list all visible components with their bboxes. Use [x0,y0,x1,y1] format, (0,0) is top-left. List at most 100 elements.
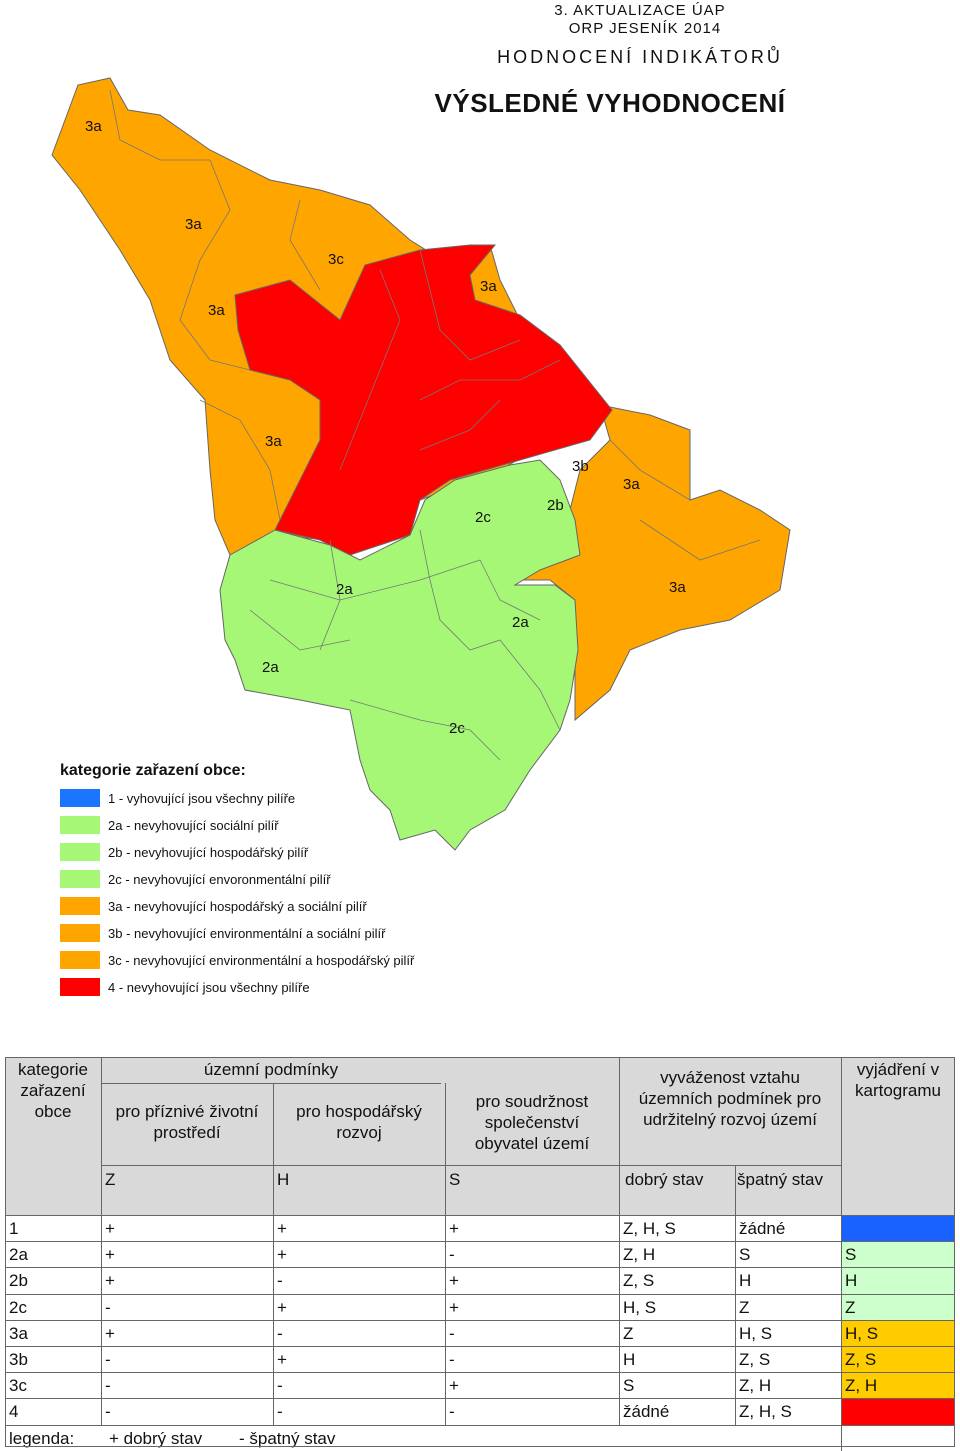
legend-swatch [60,951,100,969]
table-row-spatny: S [739,1245,751,1265]
legend-swatch [60,870,100,888]
map-label-2a-1: 2a [336,581,353,598]
region-map: 3a 3a 3c 3a 3a 3a 3a 3b 2c 2b 3a 2a 2a 2… [51,77,791,851]
municipal-boundaries [109,89,761,761]
table-row-z: - [105,1402,111,1422]
table-row-kategorie: 2c [9,1297,27,1317]
table-row-dobry: H [623,1350,636,1369]
table-row-h: + [277,1297,287,1317]
table-gridline [841,1057,842,1451]
header-line-2: ORP JESENÍK 2014 [568,20,722,37]
table-row-vyjadreni: S [841,1241,955,1268]
header-hospodarsky: pro hospodářský rozvoj [296,1102,422,1142]
table-row-kategorie: 2b [9,1271,28,1291]
table-row-s: + [449,1297,459,1317]
table-row-spatny: H [739,1271,752,1291]
legend-swatch [60,789,100,807]
table-gridline [5,1398,955,1400]
legend-item: 3c - nevyhovující environmentální a hosp… [60,949,414,971]
table-legenda-bad: - špatný stav [239,1428,336,1448]
table-gridline [101,1057,102,1425]
header-soudrznost: pro soudržnost společenství obyvatel úze… [474,1092,590,1153]
table-row-dobry: Z, H, S [623,1219,676,1238]
map-label-2c-1: 2c [475,509,491,526]
legend-item: 1 - vyhovující jsou všechny pilíře [60,787,295,809]
table-row-z: - [105,1297,111,1317]
table-row-spatny: Z [739,1297,750,1317]
table-row-spatny: Z, S [739,1350,771,1369]
subheader-spatny: špatný stav [737,1170,823,1189]
legend-swatch [60,978,100,996]
legend-label: 1 - vyhovující jsou všechny pilíře [108,790,296,806]
map-label-3a-2: 3a [185,216,202,233]
table-row-kategorie: 4 [9,1402,19,1422]
legend-label: 2b - nevyhovující hospodářský pilíř [108,844,309,860]
table-row-z: + [105,1323,115,1343]
table-row-dobry: Z, H [623,1245,656,1265]
header-line-3: HODNOCENÍ INDIKÁTORŮ [497,47,783,67]
table-gridline [5,1424,955,1426]
table-gridline [5,1057,6,1447]
table-gridline [445,1215,446,1425]
table-row-kategorie: 3b [9,1350,28,1369]
table-gridline [5,1446,955,1447]
legend-label: 3a - nevyhovující hospodářský a sociální… [108,898,367,914]
table-row-h: - [277,1323,283,1343]
table-gridline [5,1215,955,1216]
table-gridline [5,1293,955,1295]
map-label-3a-6: 3a [623,476,640,493]
legend-label: 2a - nevyhovující sociální pilíř [108,817,279,833]
map-label-2a-3: 2a [262,659,279,676]
table-row-dobry: H, S [623,1297,657,1317]
subheader-h: H [277,1170,290,1189]
table-row-spatny: Z, H [739,1376,772,1396]
table-row-vyjadreni: Z, H [841,1372,955,1399]
table-row-vyjadreni [841,1215,955,1242]
table-row-spatny: žádné [739,1219,786,1238]
subheader-z: Z [105,1170,116,1189]
map-label-3a-3: 3a [208,302,225,319]
table-row-kategorie: 1 [9,1219,19,1238]
table-row-s: + [449,1219,459,1238]
table-gridline [954,1057,955,1447]
table-row-h: + [277,1219,287,1238]
table-row-s: + [449,1376,459,1396]
legend-label: 4 - nevyhovující jsou všechny pilíře [108,979,310,995]
legend-label: 3b - nevyhovující environmentální a soci… [108,925,386,941]
table-gridline [735,1165,736,1425]
legend-item: 2c - nevyhovující envoronmentální pilíř [60,868,331,890]
table-row-vyjadreni: H, S [841,1319,955,1346]
table-gridline [5,1372,955,1374]
header-zivotni: pro příznivé životní prostředí [115,1102,259,1142]
table-row-kategorie: 2a [9,1245,28,1265]
legend-label: 2c - nevyhovující envoronmentální pilíř [108,871,331,887]
table-row-h: + [277,1350,287,1369]
table-row-s: + [449,1271,459,1291]
table-row-spatny: H, S [739,1323,773,1343]
table-row-z: + [105,1271,115,1291]
table-row-vyjadreni [841,1398,955,1425]
table-gridline [273,1215,274,1425]
legend-item: 4 - nevyhovující jsou všechny pilíře [60,976,310,998]
legend-swatch [60,897,100,915]
header-vyvazenost: vyváženost vztahu územních podmínek pro … [638,1068,822,1129]
table-gridline [5,1319,955,1321]
table-row-h: - [277,1376,283,1396]
table-gridline [5,1346,955,1347]
table-row-kategorie: 3a [9,1323,28,1343]
legend-title: kategorie zařazení obce: [60,762,246,779]
table-row-kategorie: 3c [9,1376,27,1396]
table-row-s: - [449,1402,455,1422]
category-table: kategorie zařazení obce územní podmínky pr… [5,1057,955,1451]
table-row-s: - [449,1350,455,1369]
table-row-h: - [277,1271,283,1291]
table-row-h: - [277,1402,283,1422]
map-label-3c: 3c [328,251,344,268]
region-green [219,459,581,851]
table-gridline [273,1083,274,1215]
table-row-vyjadreni: Z [841,1293,955,1320]
table-row-vyjadreni: H [841,1267,955,1294]
table-row-z: + [105,1219,115,1238]
map-label-2c-2: 2c [449,720,465,737]
subheader-s: S [449,1170,461,1189]
